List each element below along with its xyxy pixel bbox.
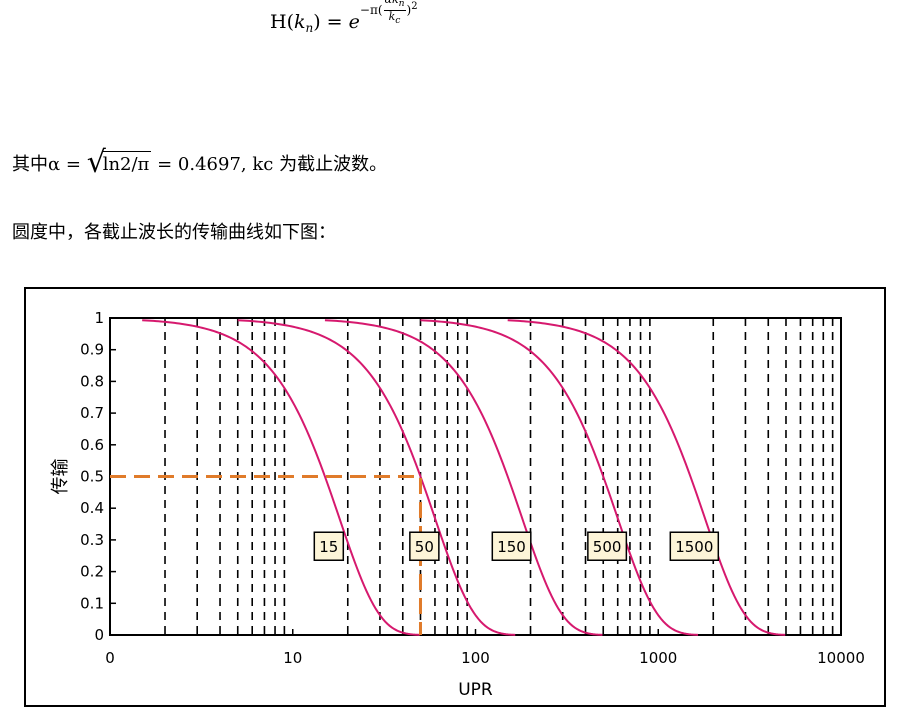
formula-k: k <box>293 11 306 34</box>
transmission-curve-15 <box>142 319 420 636</box>
formula-frac-den: k <box>388 10 396 24</box>
curve-label-15: 15 <box>319 538 338 556</box>
formula-frac-den-sub: c <box>395 15 401 27</box>
curve-label-50: 50 <box>415 538 434 556</box>
y-tick-label: 0.4 <box>80 499 104 517</box>
formula-fraction: αknkc <box>383 0 406 27</box>
curve-label-box <box>587 531 628 561</box>
chart-frame: 0 0.1 0.2 0.3 0.4 0.5 0.6 0.7 0.8 0.9 1 0 10 100 1000 1… <box>24 287 886 707</box>
y-tick-label: 0.3 <box>80 531 104 549</box>
transmission-chart: 00.10.20.30.40.50.60.70.80.910 10 100 1000 1… <box>50 309 865 700</box>
x-axis-label: UPR <box>458 680 493 700</box>
y-tick-label: 0.5 <box>80 468 104 486</box>
x-tick-label: 0 <box>105 649 115 667</box>
alpha-definition: 其中α = √ ln2/π = 0.4697, kc 为截止波数。 <box>12 148 388 198</box>
curve-label-150: 150 <box>497 538 526 556</box>
curve-label-box <box>669 531 720 561</box>
formula-frac-num-sub: n <box>398 0 405 10</box>
curve-label-box <box>313 531 345 561</box>
y-tick-label: 0.9 <box>80 341 104 359</box>
transmission-curve-500 <box>420 319 699 636</box>
formula-H: H( <box>270 11 294 34</box>
y-tick-label: 1 <box>94 309 104 327</box>
formula-n: n <box>305 21 314 36</box>
transfer-function-formula: H(kn) = e−π(αknkc)2 <box>270 0 418 58</box>
formula-exp-prefix: −π( <box>359 3 383 18</box>
y-tick-label: 0 <box>94 626 104 644</box>
x-tick-label: 10 <box>283 649 302 667</box>
transmission-curve-150 <box>324 319 603 636</box>
y-axis-label: 传输 <box>50 459 71 495</box>
x-tick-label: 100 <box>461 649 490 667</box>
chart-description: 圆度中，各截止波长的传输曲线如下图： <box>12 222 336 243</box>
curve-label-box <box>409 531 440 561</box>
transmission-curve-50 <box>237 319 516 636</box>
x-tick-label: 1000 <box>639 649 677 667</box>
y-tick-label: 0.8 <box>80 372 104 390</box>
y-tick-label: 0.2 <box>80 563 104 581</box>
formula-frac-num: αk <box>385 0 399 6</box>
formula-power: 2 <box>411 1 418 13</box>
y-tick-label: 0.1 <box>80 594 104 612</box>
x-tick-label: 10000 <box>817 649 865 667</box>
definition-value: = 0.4697, kc <box>151 154 274 175</box>
curve-label-500: 500 <box>593 538 622 556</box>
formula-close: ) = <box>313 11 349 34</box>
sqrt-radicand: ln2/π <box>102 151 152 175</box>
sqrt-expression: √ ln2/π <box>87 148 152 178</box>
sqrt-sign: √ <box>86 145 106 180</box>
definition-suffix: 为截止波数。 <box>273 154 388 175</box>
formula-exponent: −π(αknkc)2 <box>360 0 418 27</box>
curve-label-1500: 1500 <box>675 538 713 556</box>
definition-alpha: α = <box>48 154 87 175</box>
formula-exp-suffix: ) <box>406 3 412 18</box>
formula-e: e <box>348 11 360 34</box>
half-transmission-marker <box>110 475 422 635</box>
definition-prefix: 其中 <box>12 154 48 175</box>
curve-label-box <box>491 531 532 561</box>
y-tick-label: 0.6 <box>80 436 104 454</box>
transmission-curve-1500 <box>507 319 786 636</box>
y-tick-label: 0.7 <box>80 404 104 422</box>
